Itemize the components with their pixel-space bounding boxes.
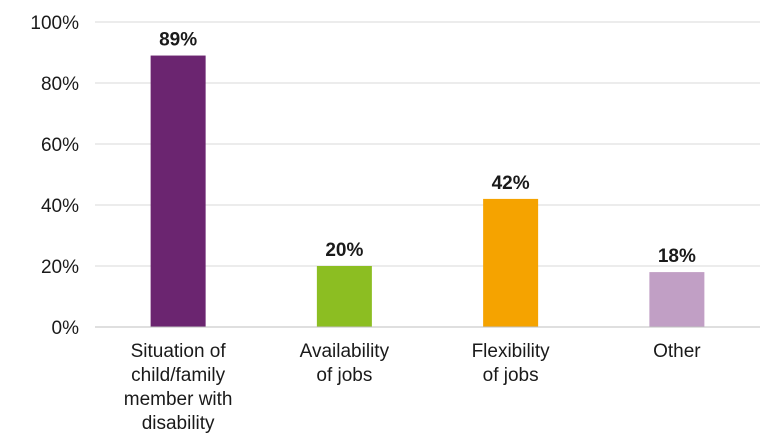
y-axis-tick-labels: 0% 20% 40% 60% 80% 100% (30, 13, 79, 339)
value-labels: 89% 20% 42% 18% (159, 30, 696, 268)
category-label-line: Situation of (131, 341, 227, 362)
gridlines (95, 21, 760, 267)
category-labels: Situation of child/family member with disab… (124, 341, 702, 434)
bar (316, 266, 372, 327)
category-label: Other (653, 341, 701, 362)
category-label-line: Flexibility (472, 341, 551, 362)
category-label-line: Availability (300, 341, 390, 362)
value-label: 42% (492, 173, 530, 194)
category-label: Situation of child/family member with disab… (124, 341, 233, 434)
y-tick-label: 40% (41, 196, 79, 217)
bars (150, 55, 705, 328)
category-label-line: member with (124, 389, 233, 410)
category-label: Availability of jobs (300, 341, 390, 386)
bar (150, 55, 206, 328)
bar (483, 198, 539, 327)
y-tick-label: 100% (30, 13, 79, 34)
category-label-line: Other (653, 341, 701, 362)
category-label-line: disability (142, 413, 215, 434)
category-label: Flexibility of jobs (472, 341, 551, 386)
category-label-line: of jobs (483, 365, 539, 386)
bar (649, 272, 705, 327)
y-tick-label: 60% (41, 135, 79, 156)
value-label: 20% (325, 240, 363, 261)
y-tick-label: 20% (41, 257, 79, 278)
value-label: 18% (658, 246, 696, 267)
value-label: 89% (159, 30, 197, 51)
category-label-line: of jobs (316, 365, 372, 386)
category-label-line: child/family (131, 365, 225, 386)
y-tick-label: 80% (41, 74, 79, 95)
y-tick-label: 0% (52, 318, 80, 339)
